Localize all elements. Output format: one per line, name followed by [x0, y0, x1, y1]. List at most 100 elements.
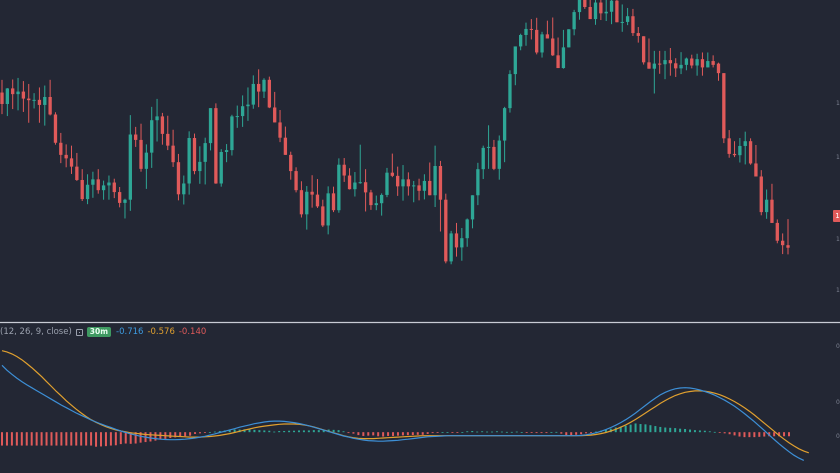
candle-body — [406, 179, 411, 187]
candle — [508, 70, 512, 113]
candle-body — [53, 114, 58, 143]
candle-body — [80, 179, 84, 200]
candle — [176, 153, 181, 201]
candle — [636, 27, 640, 43]
candle-body — [123, 199, 127, 203]
candle-body — [363, 182, 368, 193]
candle — [492, 139, 496, 171]
candle-body — [658, 63, 662, 65]
candle-body — [716, 63, 721, 74]
candle — [679, 52, 683, 75]
histogram-bar — [5, 432, 8, 446]
candle — [267, 76, 272, 109]
histogram-bar — [337, 430, 340, 433]
candle — [11, 79, 15, 110]
candle — [460, 228, 464, 261]
candle-body — [155, 116, 159, 121]
histogram-bar — [129, 432, 132, 444]
candle — [417, 178, 421, 201]
histogram-bar — [713, 431, 716, 433]
histogram-bar — [104, 432, 107, 447]
candle — [390, 153, 394, 178]
histogram-bar — [174, 432, 177, 438]
histogram-bar — [95, 432, 98, 447]
candle — [572, 9, 576, 36]
histogram-bar — [10, 432, 13, 446]
histogram-bar — [560, 432, 563, 434]
candle — [540, 31, 544, 58]
histogram-bar — [783, 432, 786, 437]
candle — [240, 95, 245, 127]
candle — [262, 78, 266, 98]
candle-body — [695, 59, 699, 66]
candle-body — [706, 61, 710, 68]
histogram-bar — [580, 432, 583, 435]
candle — [75, 152, 79, 181]
candle-body — [444, 199, 448, 262]
signal-value: -0.576 — [147, 327, 175, 337]
candle-body — [786, 245, 790, 248]
candle-body — [567, 29, 571, 48]
timeframe-badge[interactable]: 30m — [86, 327, 112, 337]
histogram-bar — [248, 429, 251, 433]
histogram-bar — [90, 432, 93, 446]
histogram-bar — [302, 430, 305, 433]
candle-body — [631, 16, 635, 34]
candle-body — [182, 183, 186, 195]
candle — [107, 175, 111, 200]
candle-body — [508, 74, 512, 109]
histogram-bar — [525, 432, 528, 433]
histogram-bar — [134, 432, 137, 444]
histogram-bar — [258, 430, 261, 433]
candle — [658, 50, 662, 74]
histogram-bar — [362, 432, 365, 436]
histogram-bar — [629, 424, 632, 433]
candles-layer — [0, 0, 790, 265]
candle — [305, 186, 309, 230]
histogram-bar — [738, 432, 741, 437]
candle — [481, 145, 485, 180]
candle — [16, 77, 20, 111]
histogram-bar — [441, 432, 444, 433]
histogram-bar — [728, 432, 731, 435]
histogram-bar — [372, 432, 375, 436]
candle — [561, 29, 566, 69]
indicator-params[interactable]: (12, 26, 9, close) — [0, 327, 72, 337]
candle — [551, 17, 555, 56]
candle-body — [599, 2, 603, 14]
histogram-bar — [594, 431, 597, 433]
candle-body — [759, 176, 763, 213]
histogram-bar — [708, 431, 711, 433]
visibility-toggle-icon[interactable] — [75, 328, 83, 336]
candle — [695, 53, 699, 76]
candle-body — [577, 0, 582, 13]
candle-body — [700, 59, 705, 68]
candle-body — [69, 158, 74, 167]
candle-body — [315, 194, 320, 207]
candle — [759, 170, 763, 216]
histogram-bar — [35, 432, 38, 446]
candle — [342, 158, 346, 182]
candle-body — [470, 195, 475, 220]
candle-body — [593, 2, 598, 20]
candle — [299, 181, 304, 218]
candle — [764, 189, 769, 219]
histogram-bar — [184, 432, 187, 437]
candle — [690, 54, 694, 69]
candle — [631, 8, 635, 36]
candle — [716, 62, 721, 81]
histogram-bar — [228, 429, 231, 433]
histogram-bar — [179, 432, 182, 437]
candle — [198, 146, 202, 184]
histogram-bar — [377, 432, 380, 437]
histogram-bar — [154, 432, 157, 441]
histogram-bar — [649, 425, 652, 433]
candle — [513, 46, 517, 86]
candle — [711, 55, 715, 68]
candle — [224, 144, 229, 163]
histogram-bar — [748, 432, 751, 438]
candle — [128, 115, 132, 211]
candle-body — [171, 145, 175, 163]
candle — [652, 50, 656, 94]
